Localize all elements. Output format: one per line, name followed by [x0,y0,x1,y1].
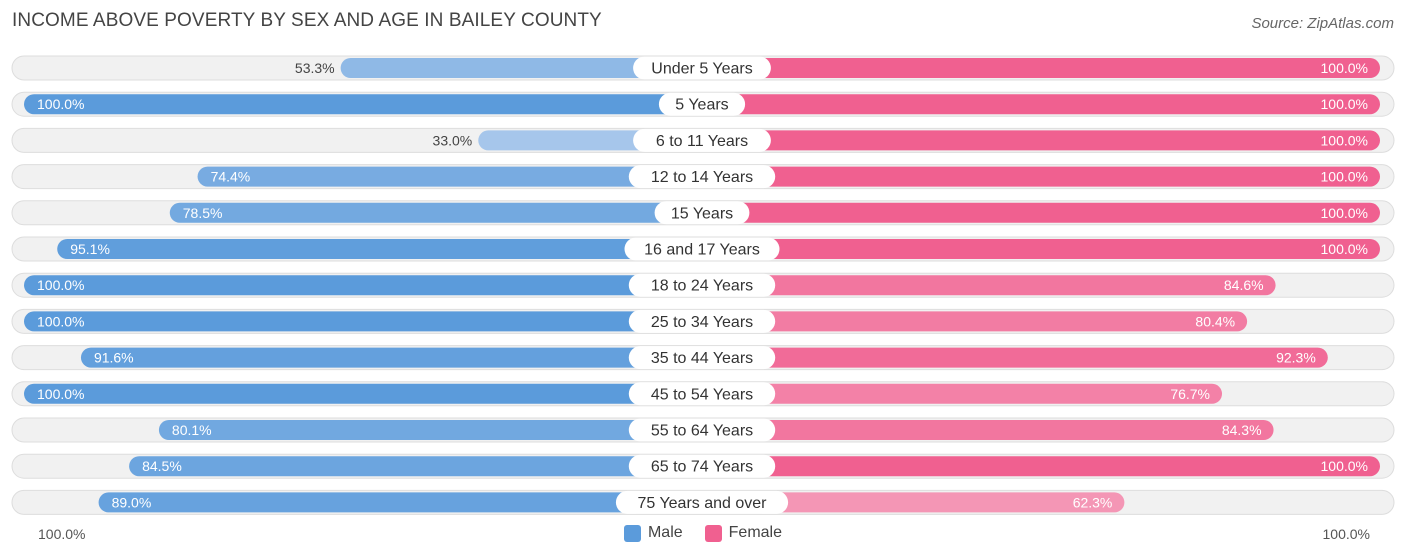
male-bar [129,456,703,477]
axis-left-label: 100.0% [38,526,86,542]
category-label: 75 Years and over [638,495,768,512]
category-label-pill [628,454,776,478]
female-value-label: 100.0% [1321,205,1368,221]
female-value-label: 100.0% [1321,60,1368,76]
category-label: 5 Years [675,97,728,114]
female-bar [702,202,1380,223]
female-bar [702,58,1380,78]
female-bar [702,311,1248,332]
male-bar [24,383,702,404]
legend-item-female: Female [704,524,783,542]
female-bar [702,383,1223,404]
category-label-pill [628,165,776,189]
legend-item-male: Male [623,524,683,542]
category-label: 25 to 34 Years [651,314,753,331]
female-value-label: 100.0% [1321,169,1368,185]
category-label-pill [654,201,750,225]
legend-label-female: Female [728,524,783,541]
female-value-label: 100.0% [1321,458,1368,474]
category-label: 45 to 54 Years [651,386,753,403]
category-label: Under 5 Years [651,61,752,78]
category-label: 18 to 24 Years [651,278,753,295]
legend-label-male: Male [647,524,683,541]
female-value-label: 100.0% [1321,241,1368,257]
male-value-label: 84.5% [142,458,182,474]
female-bar [702,94,1380,115]
male-bar [169,202,702,223]
legend-swatch-female [704,524,722,542]
female-bar [702,166,1380,187]
category-label-pill [633,56,771,80]
male-value-label: 89.0% [112,494,152,510]
category-label-pill [628,346,776,370]
male-value-label: 100.0% [37,277,84,293]
category-label-pill [628,309,776,333]
male-bar [24,311,702,332]
female-bar [702,130,1380,151]
category-label: 35 to 44 Years [651,350,753,367]
category-label: 15 Years [671,205,733,222]
male-bar [57,239,703,259]
category-label-pill [633,128,771,152]
female-value-label: 100.0% [1321,96,1368,112]
male-value-label: 91.6% [94,350,134,366]
male-value-label: 78.5% [183,205,223,221]
male-value-label: 74.4% [211,169,251,185]
bar-chart: 53.3% 100.0% Under 5 Years 100.0% 100.0% 5 Ye… [11,55,1395,515]
male-bar [98,492,702,513]
male-value-label: 33.0% [433,132,473,148]
male-value-label: 53.3% [295,60,335,76]
female-value-label: 62.3% [1073,494,1113,510]
male-bar [158,420,702,440]
male-bar [24,275,702,296]
female-bar [702,275,1276,296]
category-label-pill [658,92,746,116]
category-label: 65 to 74 Years [651,459,753,476]
category-label-pill [628,418,776,442]
male-value-label: 80.1% [172,422,212,438]
female-bar [702,420,1274,440]
axis-right-label: 100.0% [1322,526,1370,542]
female-bar [702,492,1125,513]
male-value-label: 95.1% [70,241,110,257]
female-value-label: 100.0% [1321,132,1368,148]
category-label-pill [615,490,789,514]
male-value-label: 100.0% [37,386,84,402]
category-label: 12 to 14 Years [651,169,753,186]
female-value-label: 76.7% [1170,386,1210,402]
male-bar [340,58,702,78]
female-value-label: 92.3% [1276,350,1316,366]
male-bar [24,94,702,115]
chart-title: INCOME ABOVE POVERTY BY SEX AND AGE IN B… [12,10,602,31]
female-value-label: 84.3% [1222,422,1262,438]
female-bar [702,456,1380,477]
male-value-label: 100.0% [37,96,84,112]
category-label: 6 to 11 Years [656,133,748,150]
male-bar [197,166,702,187]
female-value-label: 80.4% [1195,313,1235,329]
male-bar [80,347,702,368]
male-value-label: 100.0% [37,313,84,329]
category-label-pill [628,382,776,406]
legend: Male Female [0,524,1406,542]
source-label: Source: ZipAtlas.com [1251,15,1394,32]
legend-swatch-male [623,524,641,542]
category-label-pill [624,237,780,261]
female-bar [702,239,1380,259]
category-label: 16 and 17 Years [644,242,760,259]
category-label: 55 to 64 Years [651,423,753,440]
category-label-pill [628,273,776,297]
female-value-label: 84.6% [1224,277,1264,293]
female-bar [702,347,1328,368]
